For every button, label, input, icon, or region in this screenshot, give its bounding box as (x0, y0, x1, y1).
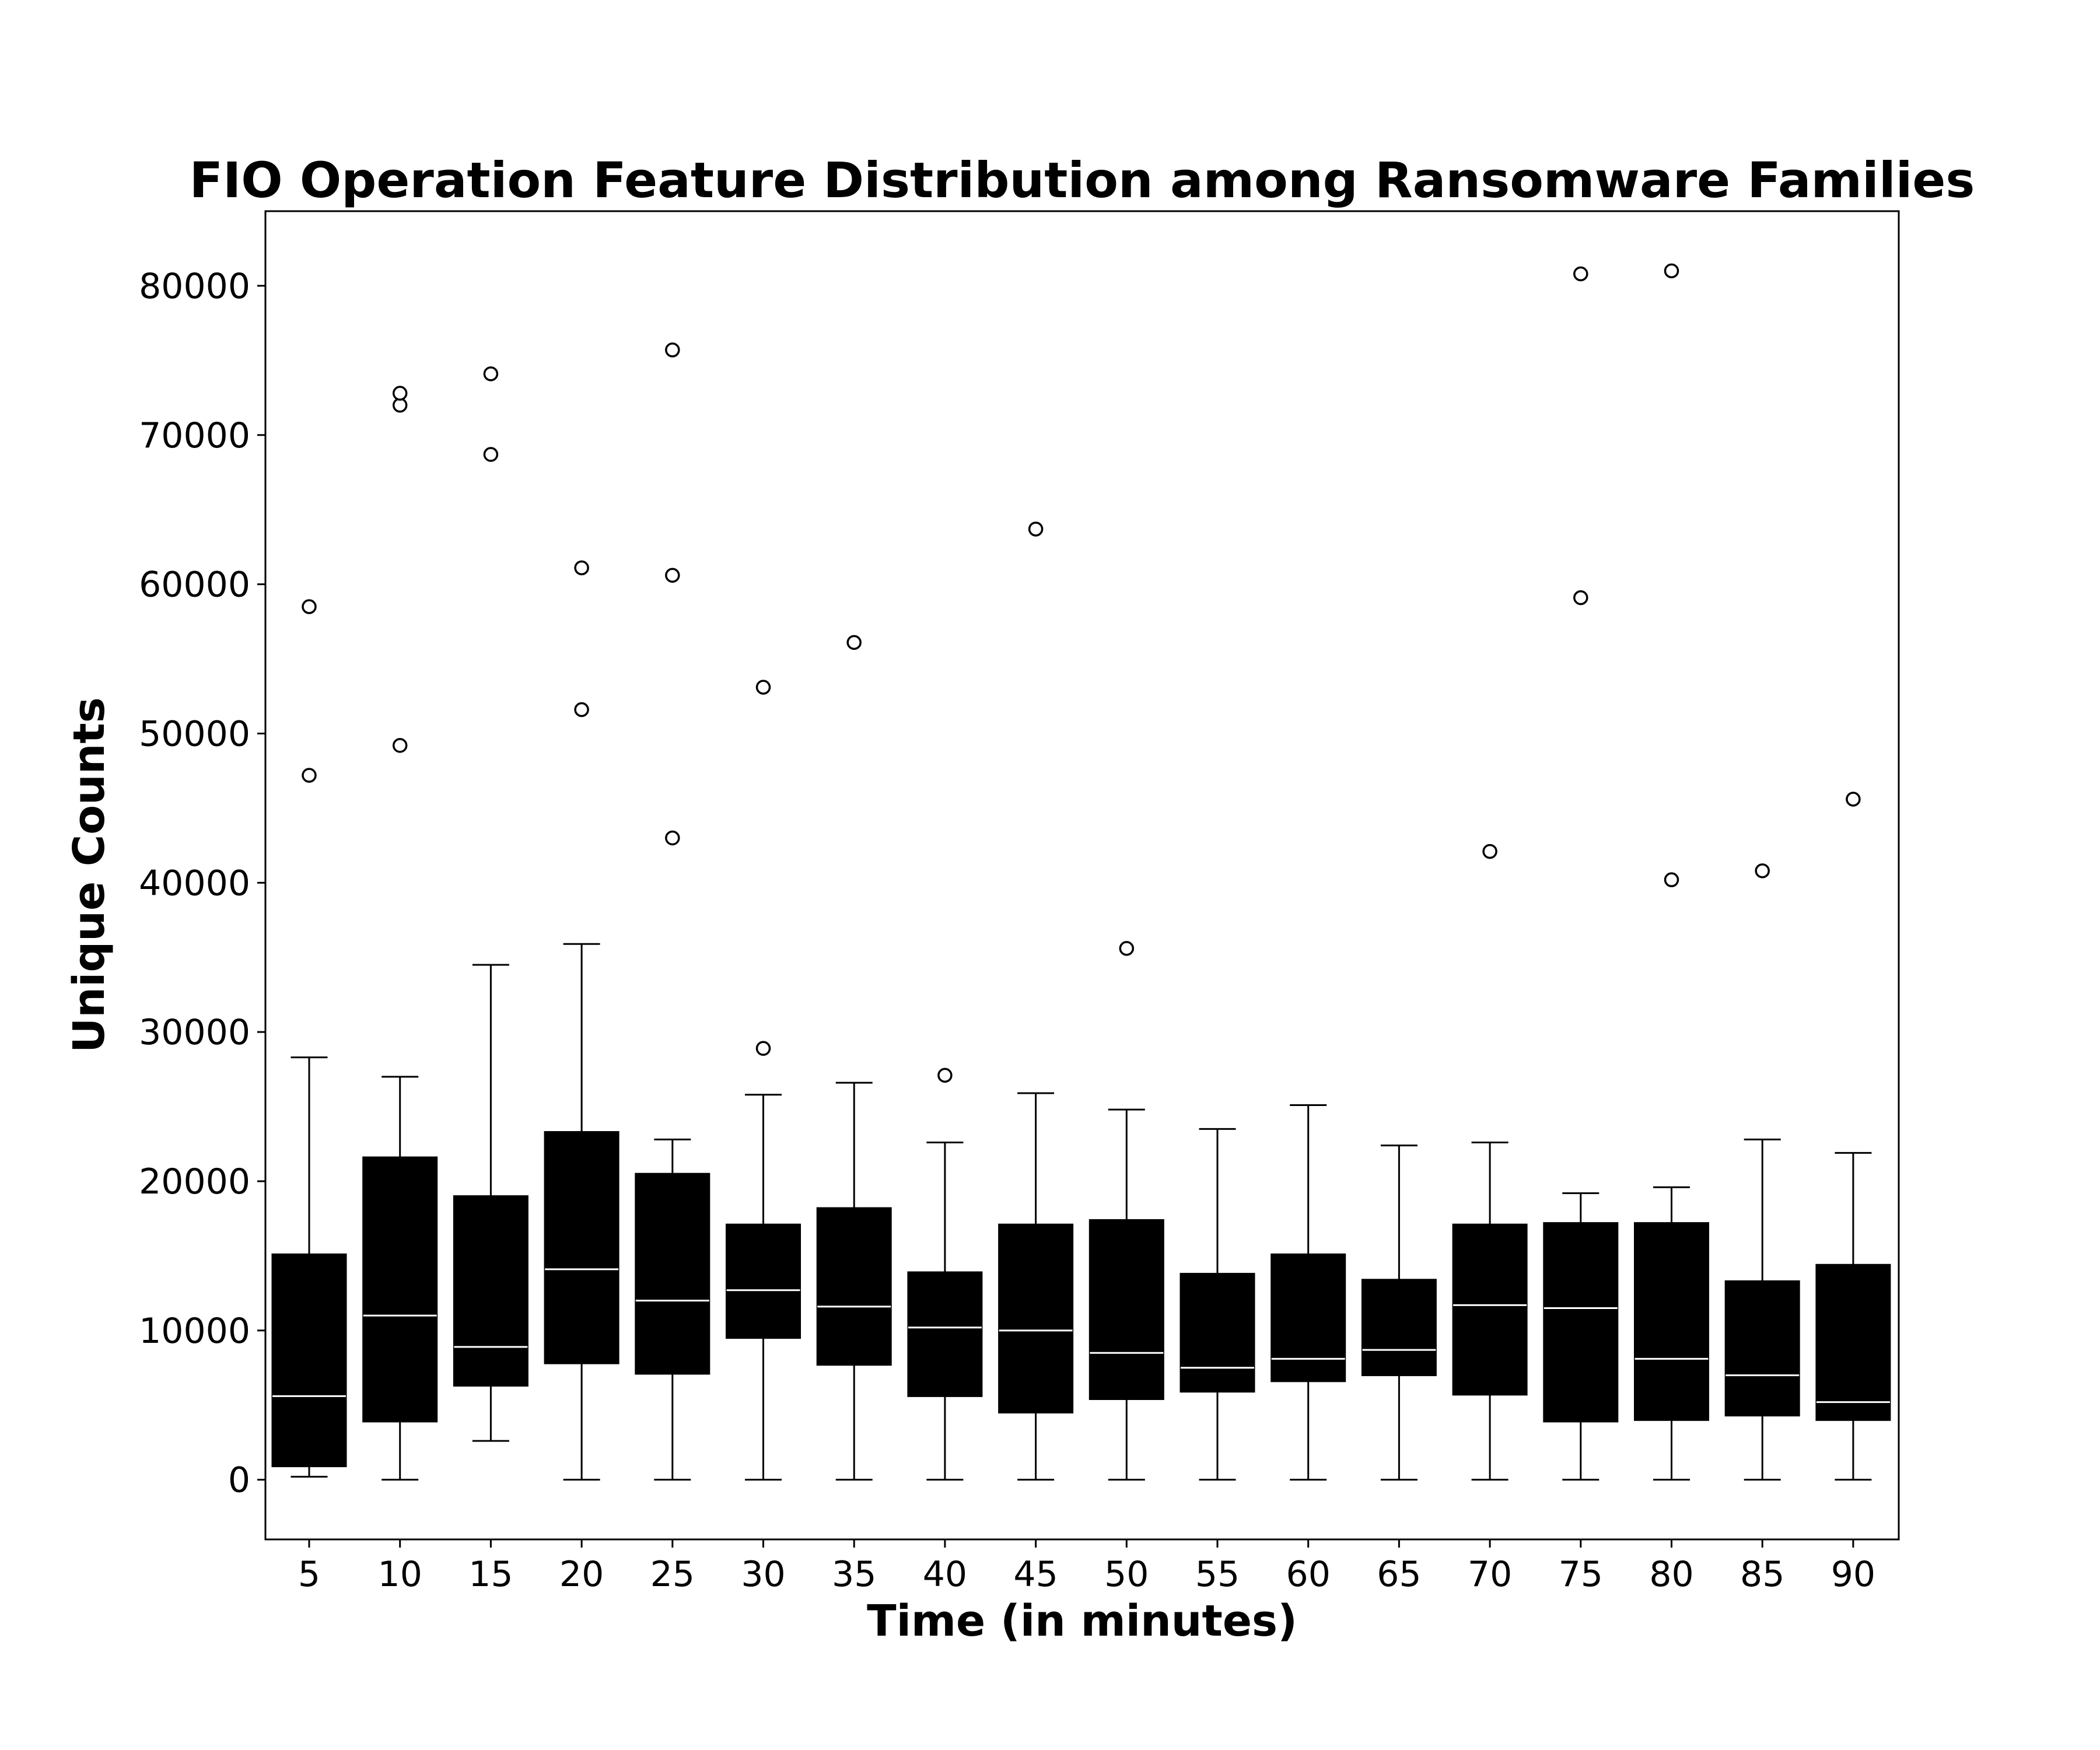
iqr-box (635, 1172, 710, 1375)
outlier-point (483, 366, 499, 382)
outlier-point (483, 447, 499, 462)
box-65 (1361, 1144, 1437, 1481)
x-tick-label: 25 (650, 1554, 695, 1595)
plot-frame (264, 210, 1900, 1541)
box-5 (271, 599, 347, 1478)
outlier-point (1846, 792, 1861, 807)
x-tick-label: 65 (1377, 1554, 1421, 1595)
iqr-box (1180, 1273, 1255, 1393)
x-tick-label: 30 (741, 1554, 785, 1595)
box-55 (1180, 1128, 1255, 1481)
outlier-point (392, 397, 408, 413)
x-tick-label: 85 (1740, 1554, 1784, 1595)
outlier-point (1755, 863, 1770, 878)
outlier-point (846, 635, 862, 650)
x-tick-label: 35 (832, 1554, 876, 1595)
outlier-point (665, 830, 680, 846)
iqr-box (1452, 1223, 1528, 1396)
outlier-point (392, 386, 408, 401)
x-tick-label: 45 (1013, 1554, 1058, 1595)
x-tick-label: 75 (1559, 1554, 1603, 1595)
iqr-box (1361, 1279, 1437, 1377)
outlier-point (755, 1041, 771, 1056)
box-70 (1452, 844, 1528, 1481)
outlier-point (1028, 522, 1044, 537)
x-tick-label: 20 (559, 1554, 604, 1595)
x-tick-label: 70 (1468, 1554, 1512, 1595)
box-80 (1634, 263, 1709, 1481)
y-tick-label: 10000 (139, 1311, 250, 1352)
y-tick-label: 80000 (139, 266, 250, 307)
iqr-box (362, 1156, 438, 1423)
iqr-box (1815, 1264, 1891, 1421)
outlier-point (1664, 263, 1679, 279)
x-tick-label: 55 (1195, 1554, 1240, 1595)
box-10 (362, 386, 438, 1481)
outlier-point (574, 702, 589, 718)
y-tick-label: 70000 (139, 415, 250, 456)
box-90 (1815, 792, 1891, 1481)
iqr-box (544, 1131, 620, 1364)
box-15 (453, 366, 528, 1442)
box-35 (816, 635, 892, 1481)
x-tick-label: 40 (923, 1554, 967, 1595)
y-tick-label: 20000 (139, 1161, 250, 1202)
y-tick-label: 30000 (139, 1012, 250, 1053)
box-30 (726, 680, 801, 1481)
iqr-box (1088, 1219, 1164, 1401)
x-tick-label: 90 (1831, 1554, 1875, 1595)
outlier-point (665, 342, 680, 358)
y-tick-label: 60000 (139, 565, 250, 606)
x-tick-label: 60 (1286, 1554, 1331, 1595)
box-75 (1543, 266, 1619, 1481)
iqr-box (907, 1271, 983, 1397)
outlier-point (755, 680, 771, 695)
iqr-box (453, 1195, 528, 1387)
x-tick-label: 10 (378, 1554, 422, 1595)
box-20 (544, 560, 620, 1481)
y-tick-label: 40000 (139, 863, 250, 904)
box-85 (1724, 863, 1800, 1481)
x-tick-label: 50 (1104, 1554, 1149, 1595)
outlier-point (302, 768, 317, 783)
y-tick-label: 0 (228, 1460, 250, 1501)
box-45 (998, 522, 1074, 1481)
x-tick-label: 80 (1649, 1554, 1693, 1595)
chart-title: FIO Operation Feature Distribution among… (190, 152, 1975, 209)
iqr-box (998, 1223, 1074, 1414)
outlier-point (392, 738, 408, 753)
iqr-box (1634, 1222, 1709, 1421)
iqr-box (816, 1207, 892, 1366)
iqr-box (726, 1223, 801, 1339)
x-axis-label: Time (in minutes) (867, 1596, 1297, 1646)
iqr-box (1270, 1253, 1346, 1382)
y-axis-label: Unique Counts (64, 697, 114, 1053)
outlier-point (1573, 266, 1588, 282)
outlier-point (1482, 844, 1497, 859)
y-tick-label: 50000 (139, 713, 250, 754)
outlier-point (302, 599, 317, 614)
outlier-point (1664, 872, 1679, 887)
box-25 (635, 342, 710, 1481)
iqr-box (1724, 1280, 1800, 1417)
box-40 (907, 1068, 983, 1481)
iqr-box (1543, 1222, 1619, 1423)
x-tick-label: 15 (468, 1554, 513, 1595)
outlier-point (665, 568, 680, 583)
x-axis: 5 10 15 20 25 30 35 40 45 50 55 60 65 70 75 80 85 90 (298, 1539, 1875, 1595)
outlier-point (937, 1068, 953, 1083)
plot-area (271, 263, 1891, 1481)
y-axis: 0 10000 20000 30000 40000 50000 60000 70000 8000… (139, 266, 265, 1501)
outlier-point (1573, 590, 1588, 606)
outlier-point (1119, 941, 1135, 956)
outlier-point (574, 560, 589, 576)
x-tick-label: 5 (298, 1554, 320, 1595)
box-50 (1088, 941, 1164, 1481)
iqr-box (271, 1253, 347, 1468)
box-60 (1270, 1104, 1346, 1481)
